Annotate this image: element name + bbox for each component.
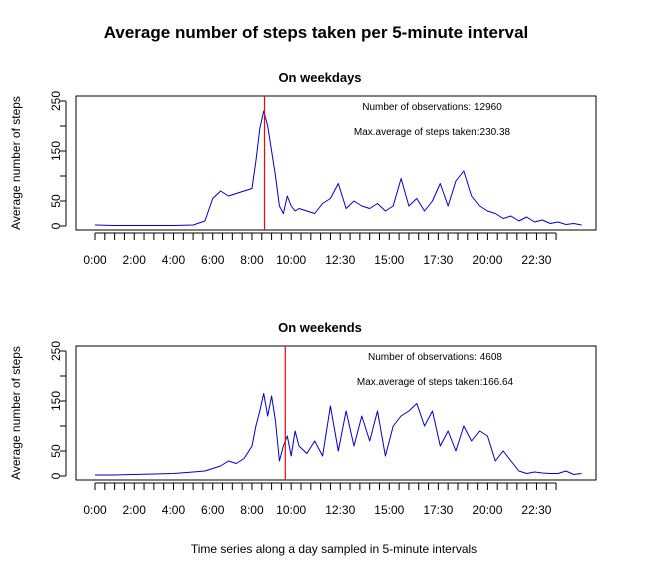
y-tick-label: 0: [49, 472, 63, 479]
y-axis-label: Average number of steps: [9, 346, 23, 480]
x-tick-label: 2:00: [123, 503, 147, 517]
x-tick-label: 6:00: [201, 503, 225, 517]
annotation-text: Number of observations: 12960: [362, 102, 502, 113]
y-tick-label: 250: [49, 341, 63, 361]
annotation-text: Number of observations: 4608: [368, 352, 502, 363]
chart-weekends: On weekends 0 50 150 250 Average number of st…: [9, 320, 597, 517]
series-line: [94, 110, 582, 226]
x-tick-label: 12:30: [325, 503, 355, 517]
x-tick-label: 22:30: [521, 503, 551, 517]
plot-frame: [75, 95, 597, 231]
x-tick-label: 10:00: [276, 503, 306, 517]
y-tick-label: 150: [49, 391, 63, 411]
x-tick-label: 20:00: [472, 253, 502, 267]
x-tick-label: 20:00: [472, 503, 502, 517]
y-tick-label: 50: [49, 444, 63, 458]
panel-title: On weekdays: [278, 70, 361, 85]
x-tick-label: 4:00: [162, 253, 186, 267]
x-tick-label: 4:00: [162, 503, 186, 517]
y-axis-label: Average number of steps: [9, 96, 23, 230]
x-tick-label: 6:00: [201, 253, 225, 267]
y-tick-label: 50: [49, 194, 63, 208]
x-tick-label: 8:00: [240, 503, 264, 517]
x-tick-label: 0:00: [83, 503, 107, 517]
annotation-text: Max.average of steps taken:230.38: [354, 127, 511, 138]
figure-x-axis-label: Time series along a day sampled in 5-min…: [191, 542, 477, 556]
panel-title: On weekends: [278, 320, 362, 335]
x-tick-label: 10:00: [276, 253, 306, 267]
x-tick-label: 17:30: [423, 503, 453, 517]
y-tick-label: 250: [49, 91, 63, 111]
x-tick-label: 15:00: [374, 503, 404, 517]
x-tick-label: 17:30: [423, 253, 453, 267]
figure-title: Average number of steps taken per 5-minu…: [104, 23, 529, 42]
x-tick-label: 8:00: [240, 253, 264, 267]
x-tick-label: 22:30: [521, 253, 551, 267]
x-tick-label: 2:00: [123, 253, 147, 267]
y-tick-label: 0: [49, 222, 63, 229]
x-tick-label: 12:30: [325, 253, 355, 267]
y-tick-label: 150: [49, 141, 63, 161]
chart-weekdays: On weekdays 0 50 150 250 Average number of st…: [9, 70, 597, 267]
annotation-text: Max.average of steps taken:166.64: [357, 377, 514, 388]
series-line: [95, 393, 582, 476]
x-tick-label: 0:00: [83, 253, 107, 267]
x-tick-label: 15:00: [374, 253, 404, 267]
plot-frame: [75, 345, 597, 481]
